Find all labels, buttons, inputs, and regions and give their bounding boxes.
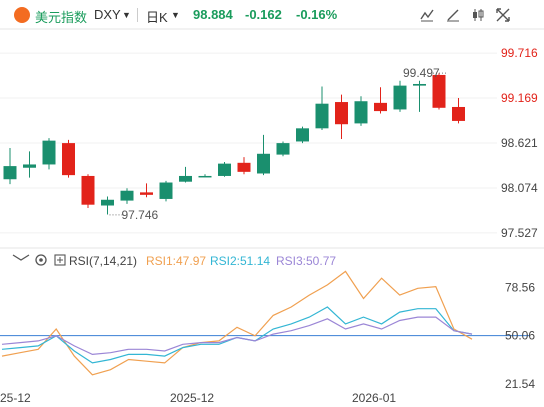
price-axis-tick-label: 97.527 bbox=[501, 226, 538, 240]
chart-toolbar: 美元指数 DXY ▼ 日K ▼ 98.884 -0.162 -0.16% bbox=[0, 0, 544, 30]
candle-body bbox=[62, 143, 75, 176]
price-change: -0.162 bbox=[245, 7, 282, 22]
price-axis-tick-label: 98.621 bbox=[501, 136, 538, 150]
rsi3-line bbox=[1, 316, 473, 356]
price-change-pct: -0.16% bbox=[296, 7, 338, 22]
candle-body bbox=[257, 153, 270, 174]
candle-body bbox=[81, 175, 95, 205]
candle-body bbox=[432, 74, 446, 108]
candle-body bbox=[198, 175, 212, 178]
rsi-axis-tick-label: 50.06 bbox=[505, 329, 535, 343]
rsi-axis-tick-label: 21.54 bbox=[505, 377, 535, 391]
period-selector[interactable]: 日K bbox=[146, 10, 168, 25]
candle-body bbox=[393, 85, 407, 110]
last-price: 98.884 bbox=[193, 7, 233, 22]
min-price-label: 97.746 bbox=[122, 208, 159, 222]
rsi-expand-icon[interactable] bbox=[54, 254, 66, 266]
compare-icon[interactable] bbox=[444, 6, 462, 24]
rsi3-value-label: RSI3:50.77 bbox=[276, 254, 336, 268]
time-axis-tick-label: 25-12 bbox=[0, 391, 31, 405]
candle-body bbox=[354, 101, 368, 124]
rsi-hide-icon[interactable] bbox=[12, 254, 30, 261]
candle-body bbox=[296, 128, 309, 142]
candle-body bbox=[413, 83, 426, 86]
price-axis-tick-label: 98.074 bbox=[501, 181, 538, 195]
draw-tool-icon[interactable] bbox=[469, 6, 487, 24]
logo-icon bbox=[14, 7, 30, 23]
candle-body bbox=[101, 199, 114, 206]
rsi2-line bbox=[1, 306, 473, 364]
symbol-dropdown-icon[interactable]: ▼ bbox=[122, 10, 131, 20]
symbol-code[interactable]: DXY bbox=[94, 7, 121, 22]
candle-body bbox=[452, 106, 465, 121]
candle-body bbox=[42, 140, 56, 165]
max-price-label: 99.497 bbox=[403, 66, 440, 80]
rsi-params-label: RSI(7,14,21) bbox=[69, 254, 137, 268]
rsi1-value-label: RSI1:47.97 bbox=[146, 254, 206, 268]
candle-body bbox=[3, 166, 17, 180]
period-dropdown-icon[interactable]: ▼ bbox=[171, 10, 180, 20]
candle-body bbox=[159, 182, 173, 199]
symbol-name[interactable]: 美元指数 bbox=[35, 10, 88, 25]
rsi2-value-label: RSI2:51.14 bbox=[210, 254, 270, 268]
rsi-header: RSI(7,14,21) RSI1:47.97 RSI2:51.14 RSI3:… bbox=[12, 254, 336, 268]
rsi1-line bbox=[1, 270, 473, 376]
candle-body bbox=[179, 175, 192, 182]
price-axis-tick-label: 99.169 bbox=[501, 91, 538, 105]
candle-body bbox=[237, 162, 251, 172]
candle-body bbox=[140, 192, 153, 195]
candle-body bbox=[23, 164, 36, 168]
fullscreen-icon[interactable] bbox=[494, 6, 512, 24]
candle-body bbox=[218, 163, 231, 176]
rsi-settings-icon[interactable] bbox=[35, 254, 47, 266]
candle-body bbox=[315, 103, 329, 129]
time-axis-tick-label: 2026-01 bbox=[352, 391, 396, 405]
toolbar-divider bbox=[137, 8, 138, 22]
rsi-axis-tick-label: 78.56 bbox=[505, 280, 535, 294]
candle-body bbox=[335, 102, 348, 125]
indicator-icon[interactable] bbox=[418, 6, 436, 24]
price-axis-tick-label: 99.716 bbox=[501, 46, 538, 60]
time-axis-tick-label: 2025-12 bbox=[170, 391, 214, 405]
candle-body bbox=[276, 143, 290, 155]
candle-body bbox=[120, 190, 134, 201]
candle-body bbox=[374, 102, 387, 112]
